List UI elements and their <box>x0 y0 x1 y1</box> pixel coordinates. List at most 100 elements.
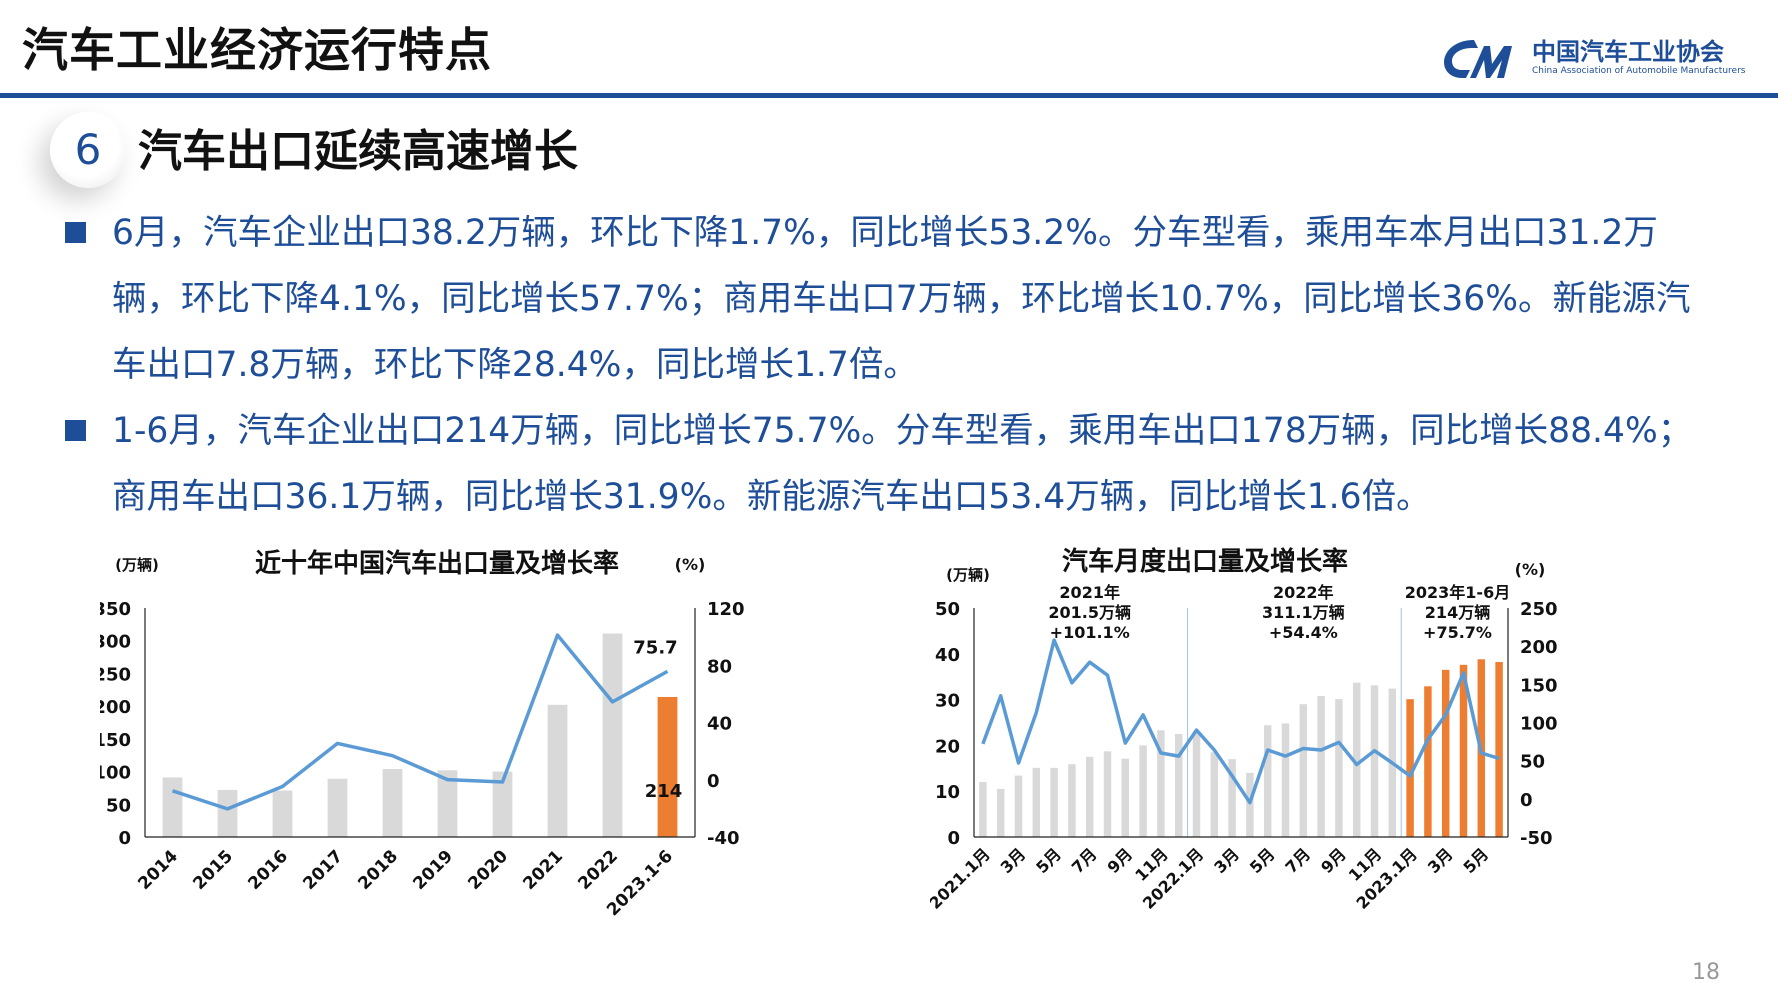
y2-tick-label: 120 <box>707 599 745 620</box>
y-tick-label: 200 <box>100 697 131 718</box>
period-annotation-year: 2022年 <box>1273 583 1334 602</box>
bar <box>272 790 293 837</box>
y-tick-label: 40 <box>935 645 960 666</box>
bar <box>1263 725 1272 837</box>
y2-tick-label: 100 <box>1520 714 1558 735</box>
x-tick-label: 3月 <box>997 844 1030 877</box>
x-tick-label: 2022 <box>574 846 622 894</box>
caam-logo: 中国汽车工业协会 China Association of Automobile… <box>1440 30 1770 86</box>
y-tick-label: 150 <box>100 730 131 751</box>
bar <box>1068 764 1076 837</box>
y-tick-label: 0 <box>947 828 960 849</box>
y2-tick-label: 250 <box>1520 599 1558 620</box>
logo-english-name: China Association of Automobile Manufact… <box>1532 66 1746 76</box>
y2-tick-label: 0 <box>1520 790 1533 811</box>
period-annotation-total: 201.5万辆 <box>1048 603 1131 622</box>
y2-tick-label: -40 <box>707 828 740 849</box>
bullet-square-icon <box>65 420 86 441</box>
y-tick-label: 20 <box>935 736 960 757</box>
bar <box>1121 758 1130 837</box>
y2-tick-label: -50 <box>1520 828 1553 849</box>
bar <box>1246 772 1254 837</box>
period-annotation-growth: +101.1% <box>1050 623 1130 642</box>
x-tick-label: 5月 <box>1460 844 1493 877</box>
bar <box>1495 662 1503 837</box>
growth-rate-line <box>981 638 1500 805</box>
y-axis-label: (万辆) <box>946 566 990 584</box>
data-label: 75.7 <box>633 637 677 658</box>
monthly-export-chart: 汽车月度出口量及增长率 (万辆) (%) 0 10 20 30 40 50 -50 0 50 100 15… <box>930 546 1558 913</box>
bar <box>1032 767 1041 837</box>
x-tick-label: 5月 <box>1246 844 1279 877</box>
x-tick-label: 7月 <box>1068 844 1101 877</box>
bar <box>1441 669 1450 837</box>
bar <box>1174 733 1183 837</box>
period-annotation-growth: +54.4% <box>1269 623 1338 642</box>
bullet-text: 6月，汽车企业出口38.2万辆，环比下降1.7%，同比增长53.2%。分车型看，… <box>112 213 1691 385</box>
bar <box>1085 756 1094 837</box>
bar <box>1050 767 1058 837</box>
y-tick-label: 100 <box>100 763 131 784</box>
bar <box>547 704 568 837</box>
bar <box>162 777 183 837</box>
bar <box>1210 752 1219 837</box>
y2-tick-label: 200 <box>1520 637 1558 658</box>
logo-chinese-name: 中国汽车工业协会 <box>1532 38 1724 66</box>
section-number-badge: 6 <box>50 112 126 188</box>
x-tick-label: 2015 <box>189 846 237 894</box>
bar <box>382 768 403 837</box>
bar <box>1335 699 1343 837</box>
header-divider <box>0 93 1778 98</box>
data-label: 214 <box>645 781 683 802</box>
bar <box>996 788 1005 837</box>
y-tick-label: 50 <box>935 599 960 620</box>
x-tick-label: 2014 <box>134 846 182 894</box>
y-tick-label: 30 <box>935 691 960 712</box>
x-tick-label: 2021.1月 <box>930 844 994 912</box>
x-tick-label: 3月 <box>1424 844 1457 877</box>
bar <box>1281 723 1290 837</box>
bar <box>437 770 458 837</box>
bullet-list: 6月，汽车企业出口38.2万辆，环比下降1.7%，同比增长53.2%。分车型看，… <box>60 200 1720 530</box>
x-tick-label: 7月 <box>1282 844 1315 877</box>
y2-tick-label: 0 <box>707 771 720 792</box>
x-tick-label: 3月 <box>1210 844 1243 877</box>
bar <box>1014 775 1023 837</box>
bar <box>1424 686 1432 837</box>
y2-tick-label: 50 <box>1520 752 1545 773</box>
x-tick-label: 2018 <box>354 846 402 894</box>
y-tick-label: 50 <box>106 795 131 816</box>
bullet-text: 1-6月，汽车企业出口214万辆，同比增长75.7%。分车型看，乘用车出口178… <box>112 411 1693 517</box>
y-tick-label: 300 <box>100 632 131 653</box>
bullet-item: 6月，汽车企业出口38.2万辆，环比下降1.7%，同比增长53.2%。分车型看，… <box>60 200 1720 398</box>
bar <box>1317 695 1325 837</box>
period-annotation-growth: +75.7% <box>1423 623 1492 642</box>
annual-export-chart: 近十年中国汽车出口量及增长率 (万辆) (%) 0 50 100 150 200 250 300 3… <box>100 548 745 920</box>
header-title: 汽车工业经济运行特点 <box>22 23 492 77</box>
bar <box>1228 759 1236 837</box>
bar <box>1459 664 1468 837</box>
chart-title: 汽车月度出口量及增长率 <box>1062 546 1348 577</box>
y2-tick-label: 150 <box>1520 675 1558 696</box>
y-axis-label: (万辆) <box>115 556 159 574</box>
bar <box>1139 745 1147 837</box>
bar <box>327 778 348 837</box>
bar <box>1103 751 1112 837</box>
x-tick-label: 2019 <box>409 846 457 894</box>
y-tick-label: 0 <box>118 828 131 849</box>
bar <box>1157 730 1165 837</box>
bar <box>657 696 678 837</box>
bar <box>1352 682 1361 837</box>
x-tick-label: 5月 <box>1032 844 1065 877</box>
y-tick-label: 10 <box>935 782 960 803</box>
bullet-square-icon <box>65 222 86 243</box>
x-tick-label: 2016 <box>244 846 292 894</box>
period-annotation-total: 311.1万辆 <box>1262 603 1345 622</box>
bar <box>1192 731 1201 837</box>
bar <box>979 782 987 837</box>
bar <box>602 633 623 837</box>
y2-tick-label: 80 <box>707 656 732 677</box>
page-number: 18 <box>1692 960 1720 985</box>
y2-tick-label: 40 <box>707 714 732 735</box>
bar <box>217 789 238 837</box>
